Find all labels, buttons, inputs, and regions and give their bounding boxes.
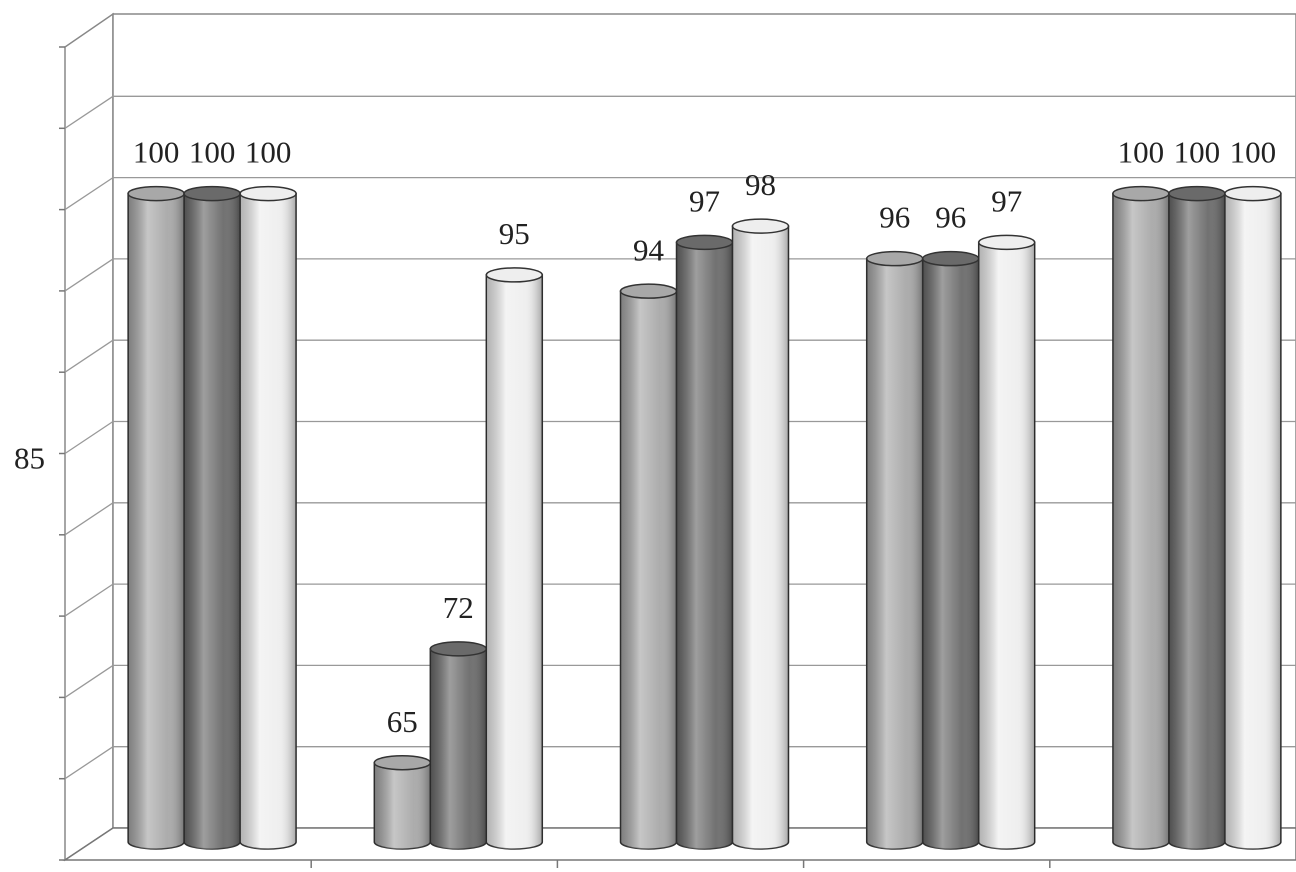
bar-shade [374, 762, 431, 850]
bar-top [619, 283, 678, 299]
bar-shade [866, 258, 923, 850]
value-label: 96 [935, 200, 966, 235]
bar-top [731, 218, 790, 234]
bar-top [485, 267, 544, 283]
bar-shade [922, 258, 979, 850]
value-label: 95 [499, 216, 530, 251]
bar-top [1224, 185, 1282, 202]
bar-shade [732, 226, 789, 850]
bar-top [239, 185, 297, 202]
value-label: 100 [1230, 135, 1277, 170]
value-label: 100 [189, 135, 236, 170]
bar-shade [128, 193, 185, 850]
bar-shade [1224, 193, 1281, 850]
bar-top [429, 641, 488, 657]
bar-top [1168, 185, 1226, 202]
bar-top [921, 250, 980, 267]
bar-top [675, 234, 734, 251]
bar-shade [978, 242, 1035, 849]
bar-top [127, 185, 185, 202]
value-label: 97 [689, 183, 720, 218]
value-label: 72 [443, 590, 474, 625]
bar-top [183, 185, 241, 202]
value-label: 100 [1174, 135, 1221, 170]
bar-shade [620, 291, 677, 850]
grid-line [64, 176, 1296, 211]
y-tick-label: 85 [14, 441, 45, 476]
value-label: 97 [991, 183, 1022, 218]
value-label: 65 [387, 704, 418, 739]
value-label: 98 [745, 167, 776, 202]
bar-shade [240, 193, 297, 850]
bar-shade [1168, 193, 1225, 850]
bar-shade [1112, 193, 1169, 850]
bar-shade [676, 242, 733, 850]
bar-top [977, 234, 1036, 251]
value-label: 96 [879, 200, 910, 235]
value-label: 100 [245, 135, 292, 170]
value-label: 100 [1118, 135, 1165, 170]
bar-shade [486, 274, 543, 850]
bar-shade [430, 648, 487, 850]
bar-top [373, 754, 432, 771]
bar-top [865, 250, 924, 267]
bar-top [1112, 185, 1170, 202]
grid-line [64, 95, 1296, 129]
value-label: 100 [133, 135, 180, 170]
bar-shade [184, 193, 241, 850]
value-label: 94 [633, 232, 665, 267]
